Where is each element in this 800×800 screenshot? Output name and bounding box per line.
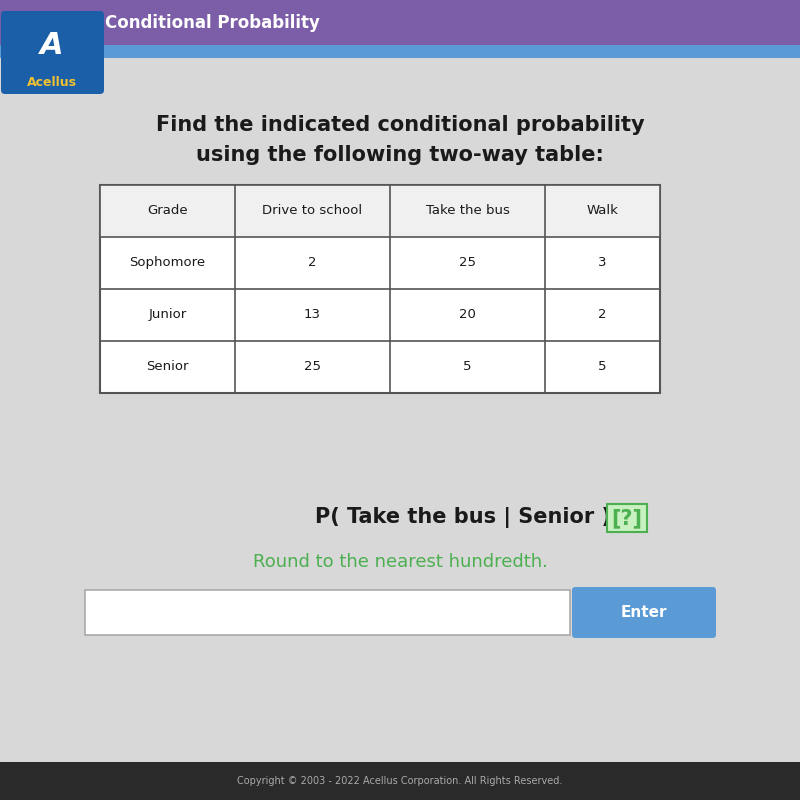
Text: using the following two-way table:: using the following two-way table: bbox=[196, 145, 604, 165]
Text: 2: 2 bbox=[308, 257, 317, 270]
Text: 2: 2 bbox=[598, 309, 606, 322]
Text: 25: 25 bbox=[459, 257, 476, 270]
Text: Take the bus: Take the bus bbox=[426, 205, 510, 218]
Text: A: A bbox=[40, 30, 64, 59]
FancyBboxPatch shape bbox=[1, 11, 104, 94]
FancyBboxPatch shape bbox=[85, 590, 570, 635]
Text: P( Take the bus | Senior ) =: P( Take the bus | Senior ) = bbox=[315, 507, 643, 529]
Text: 13: 13 bbox=[304, 309, 321, 322]
FancyBboxPatch shape bbox=[0, 0, 800, 45]
FancyBboxPatch shape bbox=[100, 185, 660, 393]
Text: Round to the nearest hundredth.: Round to the nearest hundredth. bbox=[253, 553, 547, 571]
Text: 5: 5 bbox=[463, 361, 472, 374]
Text: 5: 5 bbox=[598, 361, 606, 374]
Text: Walk: Walk bbox=[586, 205, 618, 218]
Text: Drive to school: Drive to school bbox=[262, 205, 362, 218]
Text: Conditional Probability: Conditional Probability bbox=[105, 14, 320, 31]
FancyBboxPatch shape bbox=[0, 45, 800, 58]
Text: Junior: Junior bbox=[148, 309, 186, 322]
Text: Find the indicated conditional probability: Find the indicated conditional probabili… bbox=[156, 115, 644, 135]
Text: 20: 20 bbox=[459, 309, 476, 322]
Text: Grade: Grade bbox=[147, 205, 188, 218]
Text: 25: 25 bbox=[304, 361, 321, 374]
Text: Acellus: Acellus bbox=[27, 75, 77, 89]
Text: 3: 3 bbox=[598, 257, 606, 270]
FancyBboxPatch shape bbox=[100, 185, 660, 237]
Text: Senior: Senior bbox=[146, 361, 189, 374]
Text: Copyright © 2003 - 2022 Acellus Corporation. All Rights Reserved.: Copyright © 2003 - 2022 Acellus Corporat… bbox=[238, 776, 562, 786]
Text: Enter: Enter bbox=[621, 605, 667, 620]
Text: Sophomore: Sophomore bbox=[130, 257, 206, 270]
FancyBboxPatch shape bbox=[0, 762, 800, 800]
Text: [?]: [?] bbox=[611, 508, 642, 528]
FancyBboxPatch shape bbox=[572, 587, 716, 638]
